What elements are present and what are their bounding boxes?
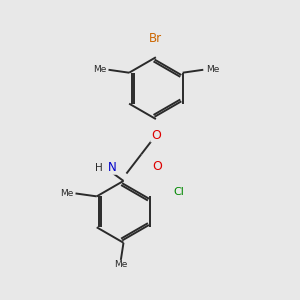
Text: N: N (108, 161, 116, 174)
Text: Me: Me (60, 189, 73, 198)
Text: Br: Br (149, 32, 163, 45)
Text: O: O (152, 160, 162, 173)
Text: O: O (151, 129, 161, 142)
Text: Me: Me (114, 260, 127, 269)
Text: Me: Me (93, 65, 106, 74)
Text: H: H (95, 163, 103, 173)
Text: Me: Me (206, 65, 219, 74)
Text: Cl: Cl (174, 187, 185, 197)
